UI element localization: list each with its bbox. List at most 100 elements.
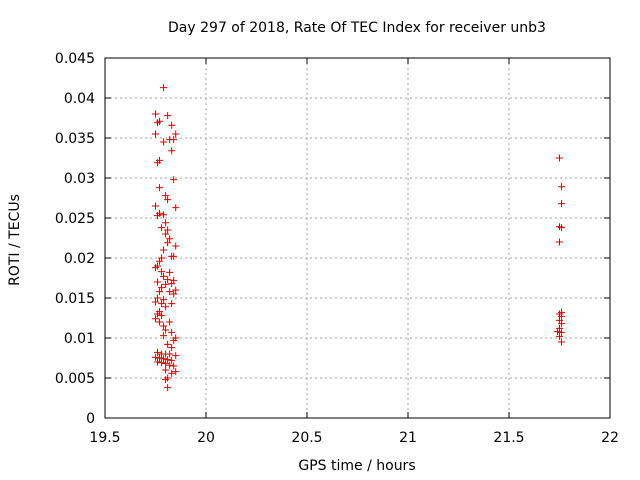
data-point — [170, 136, 178, 144]
data-point — [162, 303, 170, 311]
data-point — [162, 219, 170, 227]
data-point — [558, 312, 566, 320]
data-point — [172, 204, 180, 212]
data-point — [152, 315, 159, 323]
data-point — [558, 328, 566, 336]
data-point — [162, 230, 170, 238]
data-point — [160, 246, 168, 254]
data-point — [166, 268, 174, 276]
data-point — [154, 119, 162, 127]
data-point — [152, 264, 159, 272]
data-point — [152, 202, 159, 210]
data-point — [160, 296, 168, 304]
data-point — [160, 322, 168, 330]
data-point — [166, 288, 174, 296]
data-point — [168, 300, 176, 308]
data-point — [172, 130, 180, 138]
data-point — [160, 211, 168, 219]
x-tick-label: 20 — [197, 430, 215, 446]
data-point — [164, 276, 172, 284]
data-point — [558, 224, 566, 232]
data-point — [172, 368, 180, 376]
data-point — [166, 235, 174, 243]
y-tick-label: 0.01 — [64, 331, 95, 347]
data-point — [158, 359, 166, 367]
data-point — [164, 239, 172, 247]
data-point — [162, 326, 170, 334]
y-tick-label: 0.045 — [55, 51, 95, 67]
data-point — [160, 138, 168, 146]
data-point — [168, 147, 176, 155]
data-point — [156, 288, 164, 296]
x-tick-label: 21 — [399, 430, 417, 446]
data-point — [166, 361, 174, 369]
data-point — [164, 384, 172, 392]
x-tick-label: 21.5 — [493, 430, 524, 446]
plot-area-border — [104, 57, 611, 419]
x-tick-label: 19.5 — [89, 430, 120, 446]
y-tick-label: 0.04 — [64, 91, 95, 107]
x-tick-label: 20.5 — [291, 430, 322, 446]
data-point — [154, 212, 162, 220]
data-point — [160, 84, 168, 92]
data-point — [556, 332, 563, 340]
data-point — [156, 257, 164, 265]
data-point — [154, 294, 162, 302]
data-point — [168, 121, 176, 129]
data-point — [164, 196, 172, 204]
data-point — [152, 110, 159, 118]
data-point — [168, 280, 176, 288]
data-point — [553, 328, 561, 336]
data-point — [160, 272, 168, 280]
y-tick-label: 0.035 — [55, 131, 95, 147]
data-point — [164, 112, 172, 120]
data-point — [152, 353, 159, 361]
data-point — [556, 154, 563, 162]
data-point — [156, 318, 164, 326]
data-point — [162, 192, 170, 200]
data-point — [556, 238, 563, 246]
data-point — [168, 344, 176, 352]
data-point — [158, 312, 166, 320]
data-point — [156, 184, 164, 192]
y-tick-label: 0.03 — [64, 171, 95, 187]
data-point — [162, 360, 170, 368]
x-tick-label: 22 — [601, 430, 619, 446]
data-point — [172, 286, 180, 294]
data-point — [154, 358, 162, 366]
y-tick-label: 0.025 — [55, 211, 95, 227]
data-point — [168, 328, 176, 336]
data-point — [158, 224, 166, 232]
y-tick-label: 0.005 — [55, 371, 95, 387]
data-point — [156, 354, 164, 362]
y-tick-label: 0.015 — [55, 291, 95, 307]
data-point — [162, 366, 170, 374]
data-point — [152, 298, 159, 306]
data-point — [172, 352, 180, 360]
axis-ticks — [104, 57, 611, 419]
data-point — [168, 369, 176, 377]
data-point — [166, 318, 174, 326]
y-tick-label: 0.02 — [64, 251, 95, 267]
data-point — [154, 348, 162, 356]
data-point — [558, 338, 566, 346]
y-tick-label: 0 — [86, 411, 95, 427]
data-point — [158, 284, 166, 292]
data-point — [158, 268, 166, 276]
data-point — [162, 376, 170, 384]
data-point — [166, 350, 174, 358]
data-point — [168, 356, 176, 364]
y-axis-label: ROTI / TECUs — [7, 194, 23, 286]
data-points — [152, 84, 566, 392]
data-point — [154, 278, 162, 286]
data-point — [152, 130, 159, 138]
data-point — [154, 159, 162, 167]
data-point — [162, 280, 170, 288]
data-point — [160, 355, 168, 363]
data-point — [558, 320, 566, 328]
grid-lines — [105, 58, 610, 418]
data-point — [158, 300, 166, 308]
data-point — [160, 332, 168, 340]
data-point — [164, 226, 172, 234]
